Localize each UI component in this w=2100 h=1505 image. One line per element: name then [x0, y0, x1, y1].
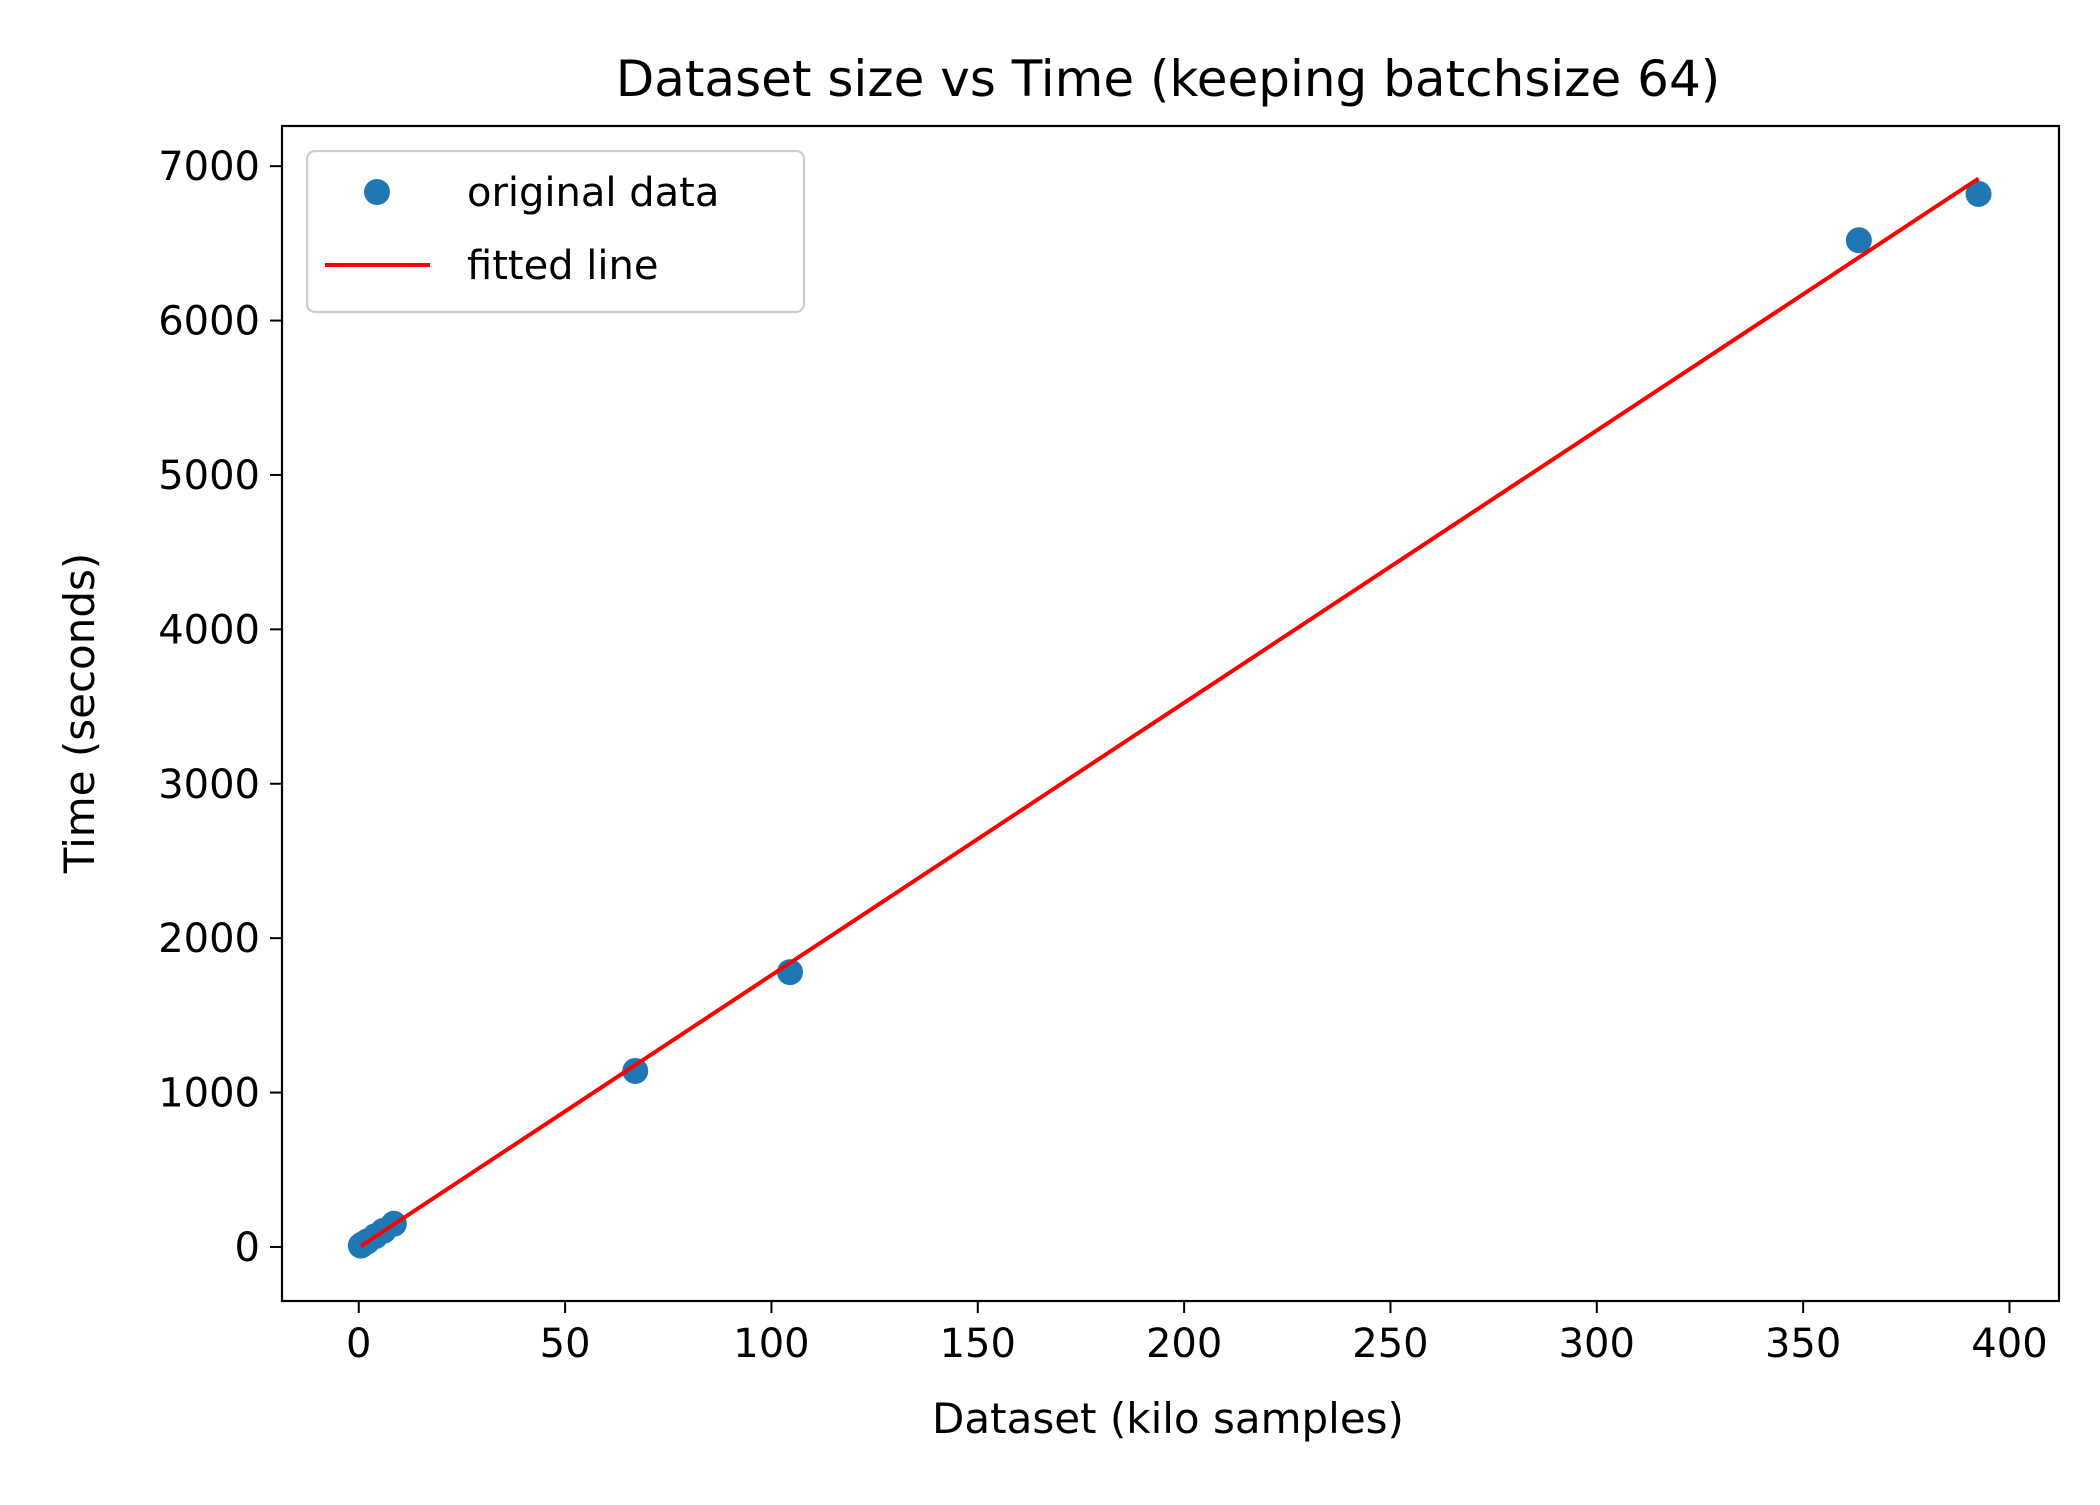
- legend-marker-original-data: [364, 179, 390, 205]
- fitted-line: [359, 176, 1980, 1248]
- x-tick-label: 150: [940, 1321, 1016, 1367]
- y-tick-label: 1000: [158, 1071, 260, 1117]
- y-axis: 0 1000 2000 3000 4000 5000 6000 7000: [158, 144, 282, 1271]
- x-tick-label: 300: [1559, 1321, 1635, 1367]
- y-tick-label: 3000: [158, 762, 260, 808]
- y-axis-label: Time (seconds): [55, 553, 104, 875]
- x-axis-label: Dataset (kilo samples): [932, 1394, 1404, 1443]
- x-tick-label: 250: [1352, 1321, 1428, 1367]
- y-tick-label: 0: [235, 1225, 260, 1271]
- y-tick-label: 4000: [158, 607, 260, 653]
- data-point: [622, 1057, 649, 1084]
- plot-frame: [280, 124, 2061, 1303]
- x-tick-label: 400: [1971, 1321, 2047, 1367]
- x-tick-label: 0: [346, 1321, 371, 1367]
- legend-label-original-data: original data: [467, 170, 719, 216]
- y-tick-label: 2000: [158, 916, 260, 962]
- data-point: [1965, 180, 1992, 207]
- plot-area: [347, 176, 1992, 1259]
- x-tick-label: 50: [540, 1321, 591, 1367]
- data-point: [1845, 227, 1872, 254]
- legend-label-fitted-line: fitted line: [467, 243, 658, 289]
- y-tick-label: 7000: [158, 144, 260, 190]
- y-tick-label: 6000: [158, 299, 260, 345]
- y-tick-label: 5000: [158, 453, 260, 499]
- x-tick-label: 100: [733, 1321, 809, 1367]
- x-tick-label: 350: [1765, 1321, 1841, 1367]
- legend-frame: [305, 149, 806, 314]
- x-axis: 0 50 100 150 200 250 300 350 400: [346, 1301, 2048, 1367]
- legend: original data fitted line: [305, 149, 806, 314]
- chart-title: Dataset size vs Time (keeping batchsize …: [616, 50, 1721, 108]
- x-tick-label: 200: [1146, 1321, 1222, 1367]
